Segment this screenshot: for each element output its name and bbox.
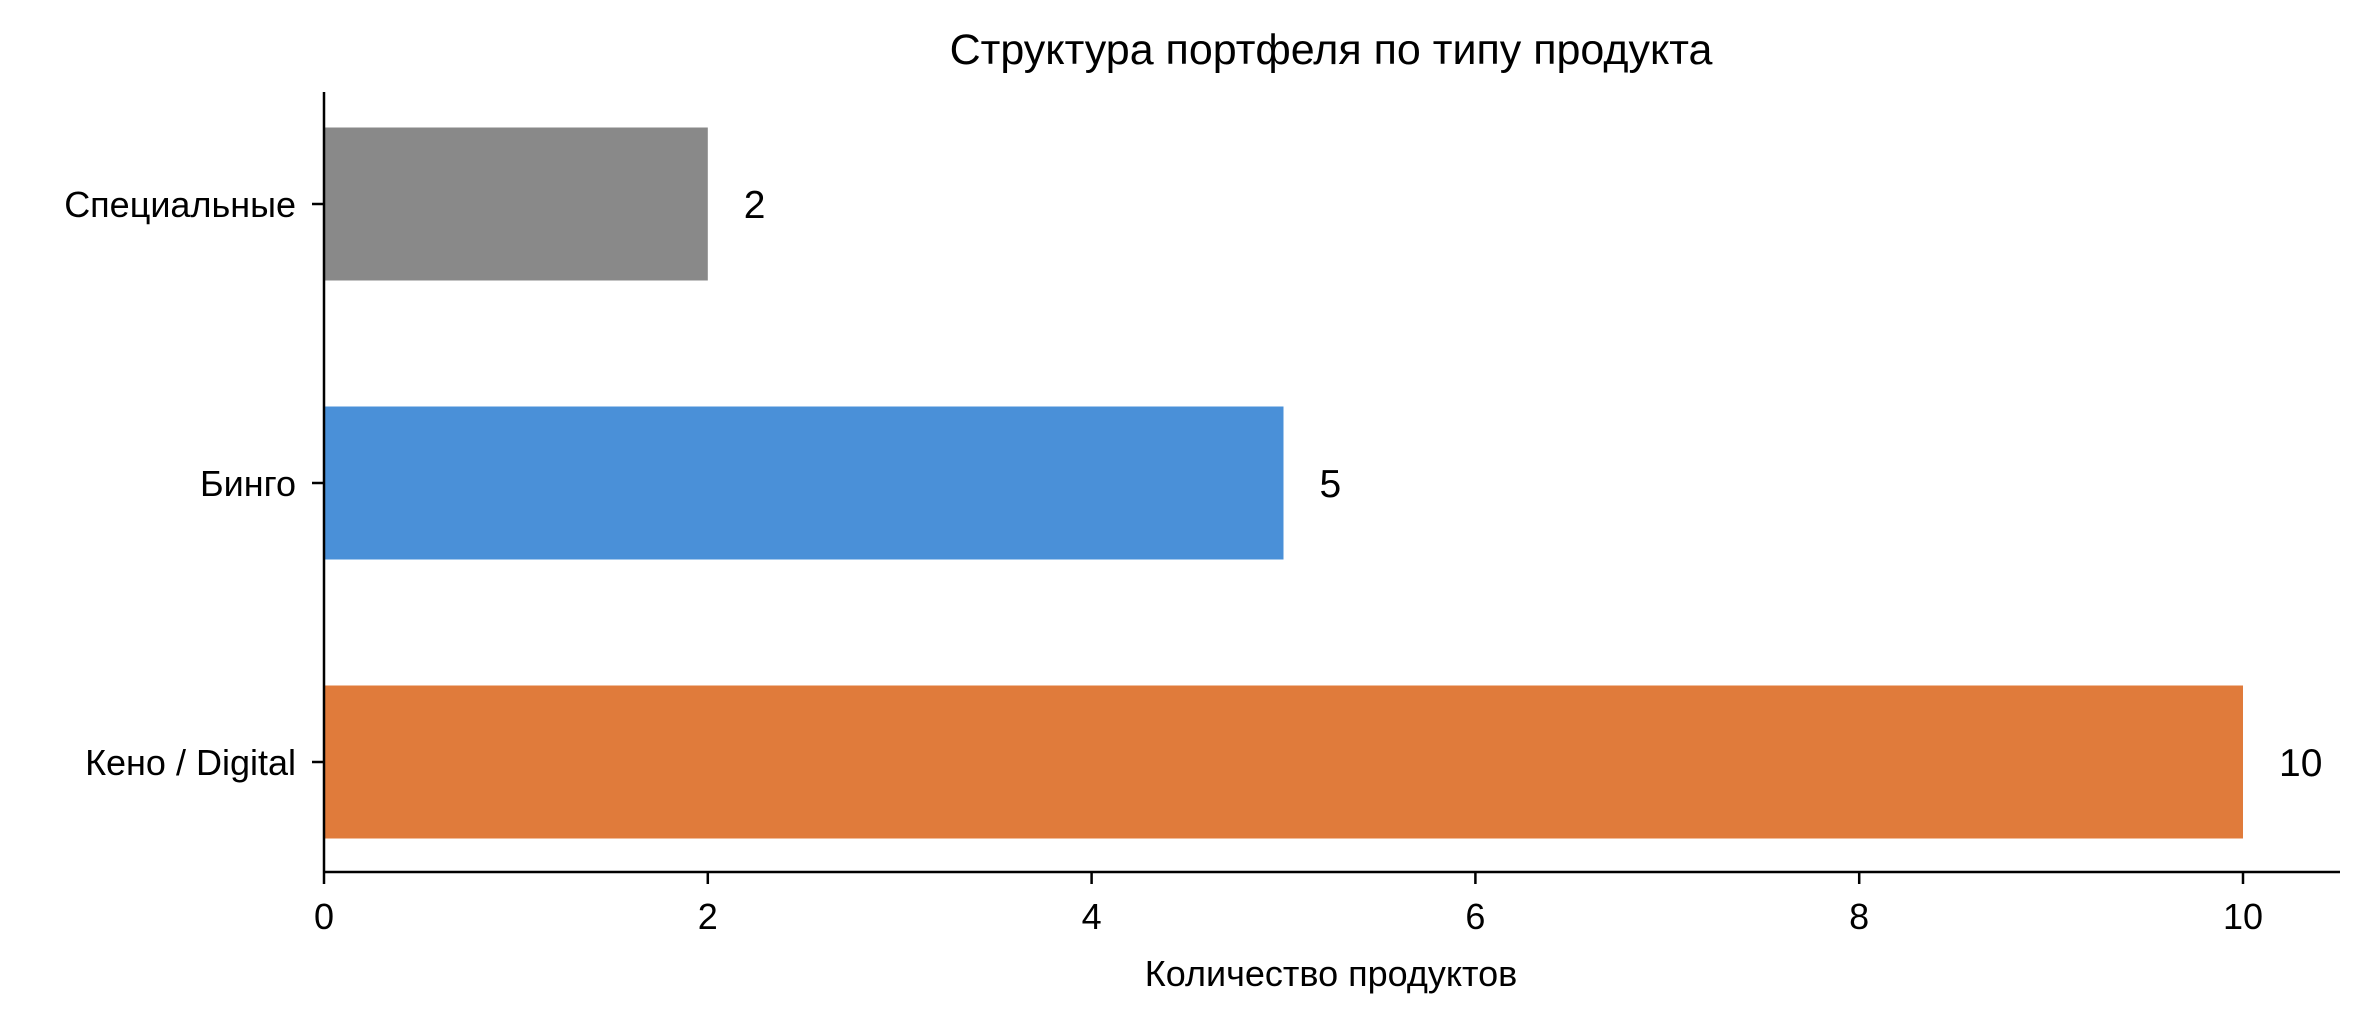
x-tick-label-8: 8 <box>1849 896 1869 937</box>
x-tick-label-4: 4 <box>1082 896 1102 937</box>
x-tick-label-6: 6 <box>1465 896 1485 937</box>
value-label-2: 5 <box>1320 463 1342 506</box>
y-axis: Специальные Бинго Кено / Digital <box>64 92 326 872</box>
x-tick-label-2: 2 <box>698 896 718 937</box>
y-tick-label-2: Бинго <box>200 463 296 504</box>
x-tick-label-10: 10 <box>2223 896 2263 937</box>
bar-2 <box>324 406 1284 560</box>
bars-group <box>324 127 2243 839</box>
y-tick-label-1: Специальные <box>64 184 296 225</box>
y-tick-label-3: Кено / Digital <box>85 742 296 783</box>
value-label-3: 10 <box>2279 742 2322 785</box>
value-label-1: 2 <box>744 184 766 227</box>
chart-title: Структура портфеля по типу продукта <box>950 26 1713 74</box>
value-labels-group: 2 5 10 <box>744 184 2323 785</box>
x-tick-label-0: 0 <box>314 896 334 937</box>
x-axis: 0 2 4 6 8 10 <box>314 870 2340 937</box>
x-axis-title: Количество продуктов <box>1145 953 1517 994</box>
bar-1 <box>324 127 708 281</box>
bar-3 <box>324 685 2243 839</box>
